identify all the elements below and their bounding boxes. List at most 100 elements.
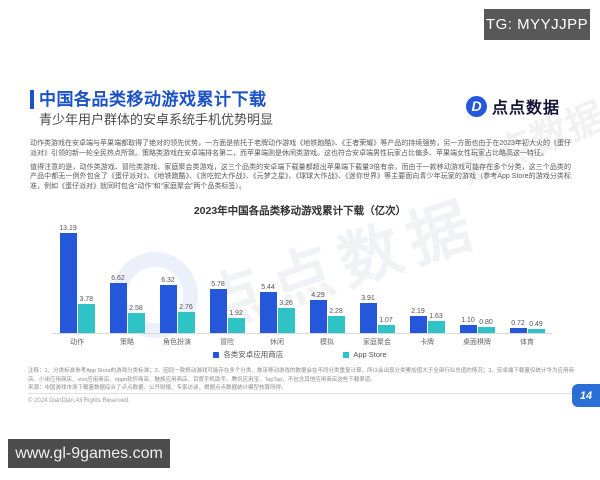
page-number-badge: 14 xyxy=(572,384,600,407)
bar-appstore: 0.80 xyxy=(477,318,495,333)
category-label: 模拟 xyxy=(320,339,334,346)
bar-group: 2.19 1.63 xyxy=(402,220,452,333)
bar-value-label: 2.28 xyxy=(329,307,343,315)
bar-value-label: 0.72 xyxy=(511,319,525,327)
bar-value-label: 3.26 xyxy=(279,300,293,308)
legend-swatch xyxy=(213,351,220,358)
bar-appstore: 3.26 xyxy=(277,300,295,333)
website-badge: www.gl-9games.com xyxy=(8,439,170,468)
bar-android: 6.32 xyxy=(159,277,177,333)
category-label: 冒险 xyxy=(220,339,234,346)
category-label: 动作 xyxy=(70,339,84,346)
bar-group: 3.91 1.07 xyxy=(352,220,402,333)
bar xyxy=(259,291,277,333)
bar-value-label: 2.76 xyxy=(179,304,193,312)
legend-swatch xyxy=(343,351,350,358)
diandian-logo-text: 点点数据 xyxy=(492,100,561,117)
title-accent-bar xyxy=(30,90,34,109)
bar-android: 6.62 xyxy=(109,274,127,333)
legend-item: 各类安卓应用商店 xyxy=(213,349,283,360)
bar-group: 5.78 1.92 xyxy=(202,220,252,333)
bar xyxy=(277,308,295,333)
bar xyxy=(209,289,227,333)
bar xyxy=(359,303,377,333)
bar xyxy=(459,324,477,333)
bar xyxy=(77,304,95,333)
bar-value-label: 3.91 xyxy=(361,295,375,303)
bar-value-label: 6.32 xyxy=(161,277,175,285)
legend-item: App Store xyxy=(343,349,387,360)
diandian-logo: D 点点数据 xyxy=(466,94,560,118)
bar-group: 0.72 0.49 xyxy=(502,220,552,333)
bar xyxy=(227,318,245,333)
bar-group: 1.10 0.80 xyxy=(452,220,502,333)
bar-android: 3.91 xyxy=(359,295,377,333)
bar-value-label: 0.80 xyxy=(479,318,493,326)
bar-value-label: 1.63 xyxy=(429,312,443,320)
category-label: 策略 xyxy=(120,339,134,346)
bar-android: 5.44 xyxy=(259,283,277,333)
legend-label: App Store xyxy=(353,350,387,359)
category-label: 体育 xyxy=(520,339,534,346)
chart-title: 2023年中国各品类移动游戏累计下载（亿次） xyxy=(193,205,407,217)
bar xyxy=(109,282,127,333)
category-label: 卡牌 xyxy=(420,339,434,346)
bar xyxy=(309,300,327,333)
bar-appstore: 1.63 xyxy=(427,312,445,333)
page-title: 中国各品类移动游戏累计下载 xyxy=(39,90,267,109)
bar-value-label: 1.10 xyxy=(461,316,475,324)
footnote-note: 注释：1、分类标准参考App Store的游戏分类标准；2、因同一款移动游戏可能… xyxy=(28,368,574,383)
bar-appstore: 1.92 xyxy=(227,310,245,333)
copyright: © 2024 DianDian.All Rights Reserved. xyxy=(28,398,130,404)
bar-group: 4.29 2.28 xyxy=(302,220,352,333)
bar-group: 6.62 2.58 xyxy=(102,220,152,333)
category-label: 休闲 xyxy=(270,339,284,346)
bar xyxy=(327,315,345,333)
bar-value-label: 13.19 xyxy=(59,225,77,232)
bar xyxy=(59,233,77,333)
bar-value-label: 1.07 xyxy=(379,316,393,324)
page-subtitle: 青少年用户群体的安卓系统手机优势明显 xyxy=(39,112,274,127)
bar-value-label: 6.62 xyxy=(111,274,125,282)
chart-legend: 各类安卓应用商店 App Store xyxy=(0,349,600,360)
footer-divider xyxy=(28,393,572,394)
bar-group: 6.32 2.76 xyxy=(152,220,202,333)
bar-group: 13.19 3.78 xyxy=(52,220,102,333)
bar-appstore: 2.58 xyxy=(127,305,145,333)
bar-value-label: 5.78 xyxy=(211,281,225,289)
bar xyxy=(509,327,527,333)
bar-value-label: 2.19 xyxy=(411,308,425,316)
bar xyxy=(527,329,545,333)
bar-android: 4.29 xyxy=(309,292,327,333)
bar-appstore: 1.07 xyxy=(377,316,395,333)
bar-chart: 13.19 3.78 6.62 2.58 6.32 2.76 5.78 1.92 5.44 3.2… xyxy=(52,220,552,347)
bar-android: 1.10 xyxy=(459,316,477,333)
bar-appstore: 0.49 xyxy=(527,321,545,333)
legend-label: 各类安卓应用商店 xyxy=(223,350,284,359)
body-text: 动作类游戏在安卓端与苹果端都取得了绝对的领先优势，一方面是依托于老牌动作游戏《地… xyxy=(30,139,571,192)
bar xyxy=(127,313,145,333)
bar-android: 5.78 xyxy=(209,281,227,333)
category-label: 角色扮演 xyxy=(163,339,191,346)
bar-value-label: 4.29 xyxy=(311,292,325,300)
chart-category-axis: 动作 策略 角色扮演 冒险 休闲 模拟 家庭聚会 卡牌 桌面棋牌 体育 xyxy=(52,337,552,347)
bar xyxy=(477,326,495,333)
paragraph-2: 值得注意的是，动作类游戏、冒险类游戏、家庭聚会类游戏，这三个品类的安卓端下载量都… xyxy=(30,163,571,191)
bar-value-label: 5.44 xyxy=(261,283,275,291)
footnote-source: 来源：中国游戏市场下载量数据综合了点点数据、公开财报、专家访谈，根据点点数据统计… xyxy=(28,385,287,392)
bar-value-label: 1.92 xyxy=(229,310,243,318)
bar-appstore: 3.78 xyxy=(77,296,95,333)
bar xyxy=(427,320,445,333)
bar xyxy=(177,312,195,333)
category-label: 家庭聚会 xyxy=(363,339,391,346)
bar-android: 0.72 xyxy=(509,319,527,333)
bar-value-label: 2.58 xyxy=(129,305,143,313)
bar-value-label: 3.78 xyxy=(79,296,94,304)
category-label: 桌面棋牌 xyxy=(463,339,491,346)
paragraph-1: 动作类游戏在安卓端与苹果端都取得了绝对的领先优势，一方面是依托于老牌动作游戏《地… xyxy=(30,140,571,157)
footnotes: 注释：1、分类标准参考App Store的游戏分类标准；2、因同一款移动游戏可能… xyxy=(28,367,574,393)
bar-appstore: 2.28 xyxy=(327,307,345,333)
bar-android: 13.19 xyxy=(59,225,77,333)
bar xyxy=(159,285,177,333)
bar xyxy=(409,316,427,333)
